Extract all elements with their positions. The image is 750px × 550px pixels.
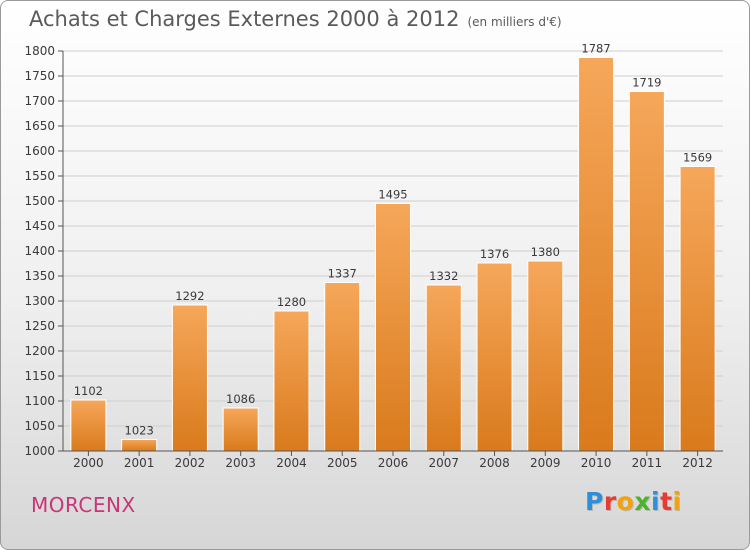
bar-2000 — [70, 399, 107, 452]
bar-value-label: 1332 — [429, 269, 458, 283]
y-tick-label: 1650 — [24, 119, 55, 133]
x-tick-label: 2000 — [73, 456, 104, 470]
logo-letter: x — [634, 487, 651, 516]
x-tick-label: 2011 — [632, 456, 663, 470]
chart-title-text: Achats et Charges Externes 2000 à 2012 — [29, 7, 460, 31]
x-tick-label: 2002 — [175, 456, 206, 470]
x-tick-label: 2006 — [378, 456, 409, 470]
x-tick-label: 2010 — [581, 456, 612, 470]
logo-letter: P — [585, 487, 604, 516]
bar-value-label: 1337 — [328, 267, 357, 281]
bar-value-label: 1569 — [683, 151, 712, 165]
bar-2004 — [273, 310, 310, 452]
bar-2002 — [171, 304, 208, 452]
x-tick-label: 2003 — [225, 456, 256, 470]
logo-letter: i — [651, 487, 661, 516]
bar-value-label: 1380 — [531, 245, 560, 259]
bar-2009 — [527, 260, 564, 452]
x-tick-label: 2012 — [682, 456, 713, 470]
x-tick-label: 2007 — [428, 456, 459, 470]
x-tick-label: 2005 — [327, 456, 358, 470]
y-tick-label: 1050 — [24, 419, 55, 433]
axes: 1000 1050 1100 1150 1200 1250 1300 1350 1400 1450… — [24, 44, 723, 470]
bar-2010 — [578, 57, 615, 452]
x-tick-label: 2001 — [124, 456, 155, 470]
y-tick-label: 1250 — [24, 319, 55, 333]
y-tick-label: 1600 — [24, 144, 55, 158]
bar-2007 — [425, 284, 462, 452]
bar-value-labels: 1102 1023 1292 1086 1280 1337 1495 1332 1376 1380… — [74, 42, 713, 438]
chart-title: Achats et Charges Externes 2000 à 2012 (e… — [29, 7, 562, 31]
logo-letter: i — [672, 487, 682, 516]
x-tick-label: 2004 — [276, 456, 307, 470]
bar-2005 — [324, 282, 361, 452]
x-tick-label: 2009 — [530, 456, 561, 470]
logo-letter: o — [616, 487, 635, 516]
bar-value-label: 1280 — [277, 295, 306, 309]
bar-value-label: 1376 — [480, 247, 509, 261]
bar-2006 — [374, 203, 412, 452]
y-tick-label: 1700 — [24, 94, 55, 108]
bars — [70, 57, 716, 452]
bar-2012 — [679, 166, 716, 452]
bar-2008 — [476, 262, 513, 452]
bar-value-label: 1787 — [581, 42, 610, 56]
y-tick-label: 1200 — [24, 344, 55, 358]
logo-letter: t — [660, 487, 673, 516]
y-tick-label: 1400 — [24, 244, 55, 258]
y-tick-label: 1000 — [24, 444, 55, 458]
bar-value-label: 1023 — [125, 424, 154, 438]
commune-name: MORCENX — [31, 493, 136, 517]
y-tick-label: 1500 — [24, 194, 55, 208]
bar-2003 — [222, 407, 259, 452]
y-tick-label: 1750 — [24, 69, 55, 83]
bar-value-label: 1495 — [378, 188, 407, 202]
y-tick-label: 1350 — [24, 269, 55, 283]
x-tick-label: 2008 — [479, 456, 510, 470]
bar-2001 — [121, 439, 158, 452]
y-tick-label: 1100 — [24, 394, 55, 408]
y-tick-label: 1550 — [24, 169, 55, 183]
bar-value-label: 1102 — [74, 384, 103, 398]
chart-unit: (en milliers d'€) — [467, 15, 562, 29]
bar-2011 — [628, 91, 665, 452]
y-tick-label: 1800 — [24, 44, 55, 58]
y-tick-label: 1300 — [24, 294, 55, 308]
proxiti-logo: Proxiti — [585, 487, 682, 516]
y-tick-label: 1450 — [24, 219, 55, 233]
y-tick-label: 1150 — [24, 369, 55, 383]
bar-value-label: 1292 — [175, 289, 204, 303]
bar-value-label: 1086 — [226, 392, 255, 406]
logo-letter: r — [603, 487, 617, 516]
bar-value-label: 1719 — [632, 76, 661, 90]
